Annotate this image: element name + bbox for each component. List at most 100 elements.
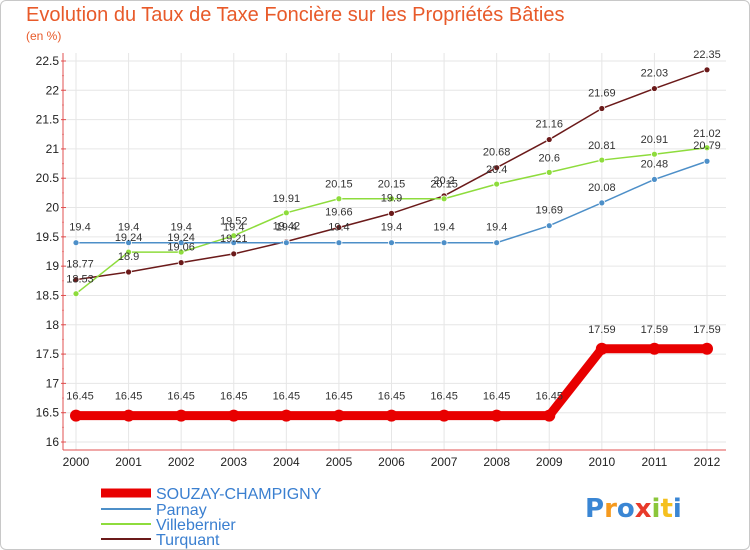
data-point — [388, 239, 395, 247]
data-point — [70, 409, 82, 422]
data-label: 18.9 — [118, 251, 139, 263]
data-label: 20.81 — [588, 140, 616, 152]
x-tick-label: 2000 — [63, 455, 90, 469]
y-tick-label: 19 — [46, 259, 60, 273]
data-point — [440, 195, 448, 203]
data-point — [490, 409, 503, 422]
data-label: 16.45 — [378, 391, 406, 403]
data-point — [230, 239, 238, 247]
data-label: 18.77 — [66, 259, 94, 271]
y-tick-label: 18.5 — [36, 288, 60, 302]
data-point — [72, 276, 80, 284]
y-tick-label: 17.5 — [36, 347, 60, 361]
data-point — [438, 409, 451, 422]
x-tick-label: 2006 — [378, 455, 405, 469]
legend-label: SOUZAY-CHAMPIGNY — [156, 486, 322, 503]
x-tick-label: 2007 — [431, 455, 458, 469]
data-point — [122, 409, 135, 422]
data-label: 20.4 — [486, 164, 507, 176]
data-point — [230, 250, 238, 258]
data-point — [543, 409, 556, 422]
y-tick-label: 16 — [46, 435, 60, 449]
data-point — [177, 239, 185, 247]
data-label: 20.48 — [641, 158, 669, 170]
x-tick-label: 2012 — [694, 455, 721, 469]
data-label: 16.45 — [220, 391, 248, 403]
data-label: 20.79 — [693, 140, 721, 152]
data-point — [703, 66, 711, 74]
data-point — [125, 268, 132, 276]
y-tick-label: 20 — [46, 201, 60, 215]
data-label: 21.16 — [535, 119, 563, 131]
data-point — [388, 195, 395, 203]
data-point — [703, 144, 711, 152]
data-label: 19.9 — [381, 192, 402, 204]
data-point — [335, 195, 343, 203]
y-tick-label: 20.5 — [36, 171, 60, 185]
data-label: 22.35 — [693, 49, 721, 61]
data-point — [493, 180, 501, 188]
data-label: 22.03 — [641, 68, 669, 80]
data-label: 20.08 — [588, 182, 616, 194]
data-point — [177, 248, 185, 256]
data-label: 20.68 — [483, 147, 511, 159]
data-label: 18.53 — [66, 274, 94, 286]
data-point — [598, 199, 606, 207]
data-label: 19.69 — [535, 205, 563, 217]
data-label: 19.4 — [486, 222, 507, 234]
data-label: 16.45 — [325, 391, 353, 403]
data-label: 19.4 — [328, 222, 349, 234]
data-label: 17.59 — [588, 324, 616, 336]
data-label: 19.21 — [220, 233, 248, 245]
y-tick-label: 21 — [46, 142, 60, 156]
data-label: 16.45 — [167, 391, 195, 403]
data-point — [648, 342, 661, 355]
data-point — [493, 164, 501, 172]
data-point — [335, 224, 343, 231]
data-point — [651, 150, 658, 158]
data-point — [651, 176, 658, 183]
y-tick-label: 16.5 — [36, 406, 60, 420]
data-label: 20.15 — [325, 179, 353, 191]
data-label: 16.45 — [430, 391, 458, 403]
data-point — [72, 290, 80, 298]
data-label: 19.42 — [273, 221, 301, 233]
data-label: 19.66 — [325, 206, 353, 218]
data-point — [545, 222, 553, 230]
data-label: 19.06 — [167, 242, 195, 254]
y-tick-label: 22.5 — [36, 54, 60, 68]
data-label: 16.45 — [483, 391, 511, 403]
data-point — [598, 105, 606, 112]
data-point — [385, 409, 398, 422]
data-label: 20.15 — [378, 179, 406, 191]
x-tick-label: 2004 — [273, 455, 300, 469]
data-point — [125, 239, 132, 247]
x-tick-label: 2001 — [115, 455, 142, 469]
data-point — [598, 156, 606, 164]
y-tick-label: 17 — [46, 376, 60, 390]
legend-label: Turquant — [156, 532, 220, 549]
x-tick-label: 2009 — [536, 455, 563, 469]
data-point — [545, 168, 553, 176]
data-label: 19.52 — [220, 216, 248, 228]
x-tick-label: 2008 — [483, 455, 510, 469]
unit-label: (en %) — [26, 29, 62, 43]
x-tick-label: 2002 — [168, 455, 195, 469]
legend-label: Parnay — [156, 502, 207, 519]
data-point — [701, 342, 713, 355]
data-point — [282, 209, 290, 217]
y-tick-label: 22 — [46, 83, 60, 97]
x-tick-label: 2005 — [326, 455, 353, 469]
y-tick-label: 19.5 — [36, 230, 60, 244]
data-point — [440, 239, 448, 247]
data-point — [335, 239, 343, 247]
data-label: 20.2 — [433, 175, 454, 187]
data-label: 19.24 — [167, 232, 195, 244]
data-point — [227, 409, 240, 422]
data-label: 21.02 — [693, 128, 721, 140]
data-point — [125, 248, 132, 256]
data-point — [280, 409, 293, 422]
data-point — [282, 239, 290, 247]
proxiti-logo: Proxiti — [585, 494, 682, 524]
